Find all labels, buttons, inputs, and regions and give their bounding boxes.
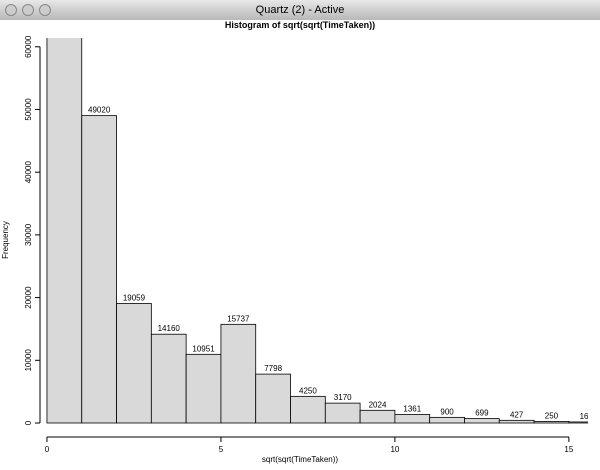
y-tick-label: 10000 bbox=[24, 349, 33, 372]
bar-label: 427 bbox=[510, 410, 524, 419]
bar bbox=[359, 409, 396, 424]
bar bbox=[185, 353, 222, 424]
bar-label: 2024 bbox=[369, 400, 387, 409]
y-tick-label: 50000 bbox=[24, 98, 33, 121]
bar bbox=[498, 419, 535, 424]
bar bbox=[220, 323, 257, 424]
minimize-button[interactable] bbox=[22, 4, 34, 16]
y-tick-label: 40000 bbox=[24, 161, 33, 184]
x-axis-label: sqrt(sqrt(TimeTaken)) bbox=[262, 455, 338, 464]
x-tick-label: 15 bbox=[564, 445, 573, 454]
bar-label: 900 bbox=[440, 407, 454, 416]
bar-label: 14160 bbox=[158, 324, 181, 333]
bar-label: 1361 bbox=[403, 404, 421, 413]
bar bbox=[429, 416, 465, 424]
bar bbox=[394, 414, 431, 424]
bar-label: 167 bbox=[580, 412, 594, 421]
bar-label: 7798 bbox=[264, 364, 282, 373]
bar-label: 49020 bbox=[88, 106, 111, 115]
plot-area: 8000049020190591416010951157377798425031… bbox=[46, 38, 594, 424]
bar-label: 10951 bbox=[192, 344, 215, 353]
bar bbox=[324, 402, 361, 424]
bar bbox=[150, 333, 187, 424]
title-bar bbox=[0, 0, 600, 20]
chart-title: Histogram of sqrt(sqrt(TimeTaken)) bbox=[225, 20, 375, 30]
x-tick-label: 0 bbox=[45, 445, 50, 454]
window-title: Quartz (2) - Active bbox=[256, 4, 345, 16]
x-tick-label: 5 bbox=[219, 445, 224, 454]
bar bbox=[568, 421, 588, 424]
bar-label: 15737 bbox=[227, 314, 250, 323]
bar bbox=[464, 418, 500, 424]
y-tick-label: 0 bbox=[24, 420, 33, 425]
close-button[interactable] bbox=[5, 4, 17, 16]
bar bbox=[46, 38, 83, 424]
bar-label: 250 bbox=[545, 411, 559, 420]
y-tick-label: 60000 bbox=[24, 35, 33, 58]
y-axis-label: Frequency bbox=[1, 221, 10, 259]
bar-label: 699 bbox=[475, 409, 489, 418]
bar-label: 3170 bbox=[334, 393, 352, 402]
y-tick-label: 30000 bbox=[24, 223, 33, 246]
x-tick-label: 10 bbox=[390, 445, 399, 454]
bar bbox=[81, 115, 117, 424]
bar bbox=[116, 303, 152, 424]
zoom-button[interactable] bbox=[39, 4, 51, 16]
bar-label: 19059 bbox=[123, 293, 146, 302]
bar-label: 4250 bbox=[299, 386, 317, 395]
bar bbox=[533, 421, 570, 424]
bar bbox=[290, 395, 326, 424]
y-tick-label: 20000 bbox=[24, 286, 33, 309]
bar bbox=[255, 373, 291, 424]
